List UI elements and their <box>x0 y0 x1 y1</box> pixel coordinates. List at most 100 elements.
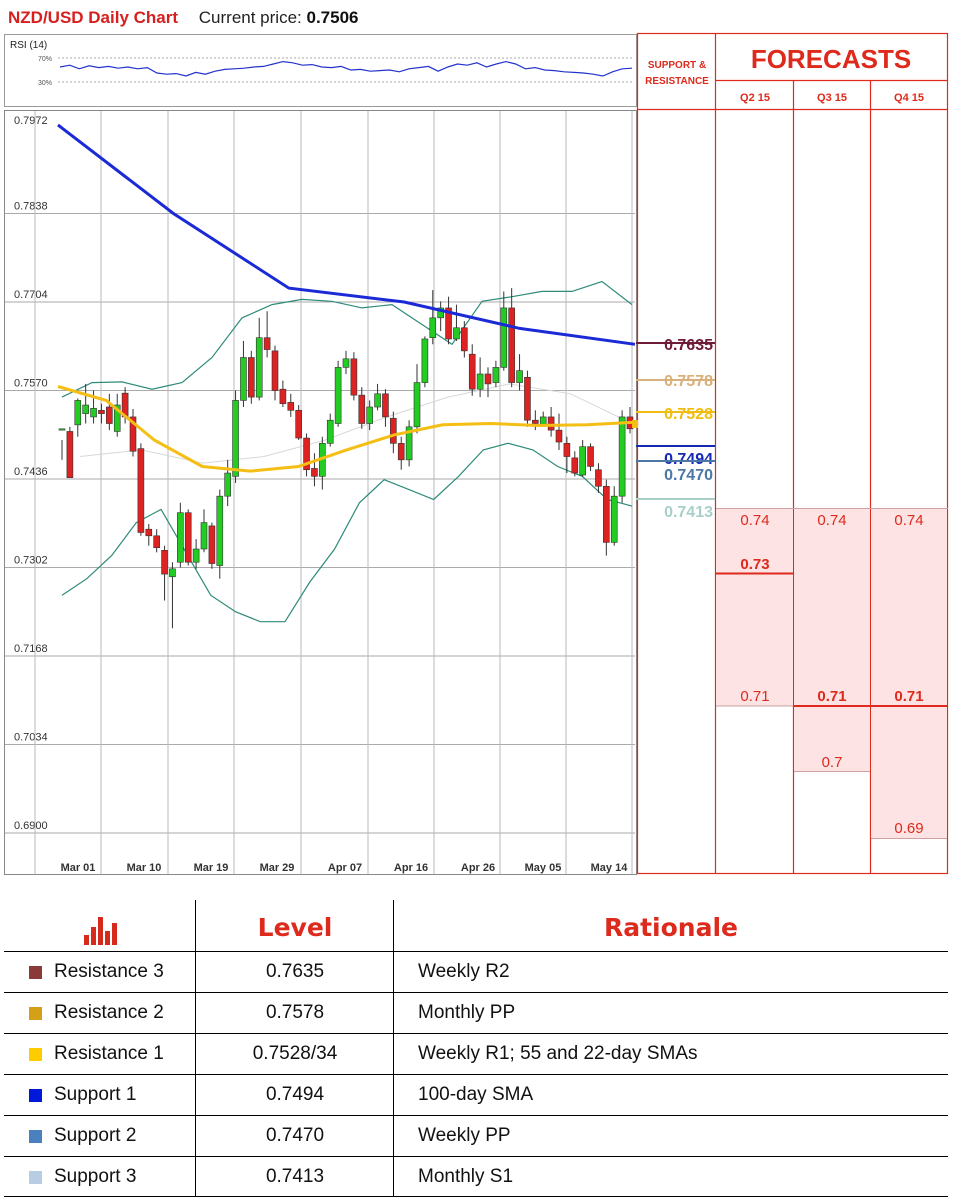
candle-body <box>461 327 468 352</box>
candle-body <box>90 408 97 418</box>
candle-body <box>603 485 610 543</box>
candle-body <box>516 370 523 383</box>
level-value: 0.7494 <box>265 1084 325 1105</box>
candle-body <box>492 367 500 383</box>
candle-body <box>358 394 366 424</box>
candle-body <box>232 400 239 477</box>
level-name: Resistance 3 <box>54 961 164 982</box>
forecast-high-value: 0.74 <box>817 512 846 529</box>
rsi-panel <box>4 34 637 107</box>
current-price-marker <box>632 420 638 428</box>
candle-body <box>563 443 571 457</box>
forecast-low-value: 0.71 <box>894 688 923 705</box>
candle-body <box>137 448 145 533</box>
sr-level-label: 0.7578 <box>664 373 713 390</box>
candle-body <box>429 317 437 338</box>
color-swatch <box>29 1171 42 1184</box>
candle-body <box>468 353 476 390</box>
x-tick-label: Apr 07 <box>328 862 362 874</box>
level-name: Support 2 <box>54 1125 137 1146</box>
candle-body <box>413 382 421 428</box>
color-swatch <box>29 1130 42 1143</box>
candle-body <box>445 307 452 340</box>
y-tick-label: 0.7034 <box>14 732 48 744</box>
bollinger-lower-band <box>61 442 633 623</box>
rsi-line <box>59 60 633 77</box>
x-tick-label: May 14 <box>591 862 629 874</box>
candle-body <box>208 525 216 564</box>
level-value: 0.7470 <box>265 1125 325 1146</box>
candle-body <box>192 548 200 563</box>
candle-body <box>453 327 460 340</box>
level-name: Resistance 1 <box>54 1043 164 1064</box>
candle-body <box>216 495 224 566</box>
level-name: Support 1 <box>54 1084 137 1105</box>
candle-body <box>539 416 547 426</box>
candle-body <box>555 429 563 443</box>
candle-body <box>350 358 358 396</box>
color-swatch <box>29 1089 42 1102</box>
candle-body <box>571 457 579 474</box>
candle-body <box>374 393 381 408</box>
level-value: 0.7578 <box>265 1002 325 1023</box>
level-value: 0.7635 <box>265 961 325 982</box>
sr-level-label: 0.7413 <box>664 504 713 521</box>
forecast-panel <box>636 32 949 875</box>
level-name: Resistance 2 <box>54 1002 164 1023</box>
sr-level-label: 0.7494 <box>664 451 713 468</box>
candle-body <box>524 376 531 421</box>
x-tick-label: Mar 01 <box>61 862 96 874</box>
candle-body <box>224 472 231 497</box>
forecast-quarter-label: Q4 15 <box>894 92 924 104</box>
candle-body <box>421 338 429 383</box>
level-rationale: Monthly S1 <box>418 1166 514 1187</box>
bar-chart-icon <box>84 913 122 945</box>
table-row-resistance-2: Resistance 2 0.7578 Monthly PP <box>4 993 948 1033</box>
sr-title-line2: RESISTANCE <box>645 76 709 87</box>
table-row-support-3: Support 3 0.7413 Monthly S1 <box>4 1157 948 1197</box>
forecast-extended-value: 0.7 <box>822 754 843 771</box>
candle-body <box>397 443 405 461</box>
candle-body <box>58 428 66 431</box>
sr-title-line1: SUPPORT & <box>648 60 706 71</box>
candle-body <box>113 404 121 432</box>
candle-body <box>98 410 105 414</box>
level-name: Support 3 <box>54 1166 137 1187</box>
forecast-low-value: 0.71 <box>817 688 846 705</box>
candle-body <box>169 568 176 578</box>
candle-body <box>484 373 492 385</box>
candle-body <box>382 393 389 418</box>
candle-body <box>248 357 255 398</box>
candle-body <box>303 437 310 471</box>
sma22-line <box>79 383 633 464</box>
candle-body <box>66 431 74 478</box>
candle-body <box>177 512 184 563</box>
candle-body <box>405 426 413 461</box>
candle-body <box>287 402 295 411</box>
candle-body <box>326 419 334 444</box>
y-tick-label: 0.7570 <box>14 378 48 390</box>
x-tick-label: May 05 <box>525 862 562 874</box>
candle-body <box>311 468 318 477</box>
candle-body <box>129 416 137 452</box>
level-column-header: Level <box>257 913 333 942</box>
candle-body <box>547 416 555 431</box>
candle-body <box>437 307 444 319</box>
level-rationale: Weekly R1; 55 and 22-day SMAs <box>418 1043 698 1064</box>
forecast-mid-value: 0.73 <box>740 556 769 573</box>
candle-body <box>476 373 484 390</box>
forecast-quarter-label: Q3 15 <box>817 92 847 104</box>
level-value: 0.7528/34 <box>252 1043 338 1064</box>
sma55-line <box>57 385 636 473</box>
table-row-resistance-3: Resistance 3 0.7635 Weekly R2 <box>4 952 948 992</box>
y-tick-label: 0.7302 <box>14 555 48 567</box>
forecast-range-q4 <box>871 508 947 838</box>
level-rationale: 100-day SMA <box>418 1084 534 1105</box>
x-tick-label: Mar 10 <box>127 862 162 874</box>
rsi-70-label: 70% <box>38 56 52 63</box>
candle-body <box>500 307 508 368</box>
price-chart-frame <box>4 110 637 875</box>
forecast-high-value: 0.74 <box>894 512 923 529</box>
candle-body <box>271 350 279 391</box>
